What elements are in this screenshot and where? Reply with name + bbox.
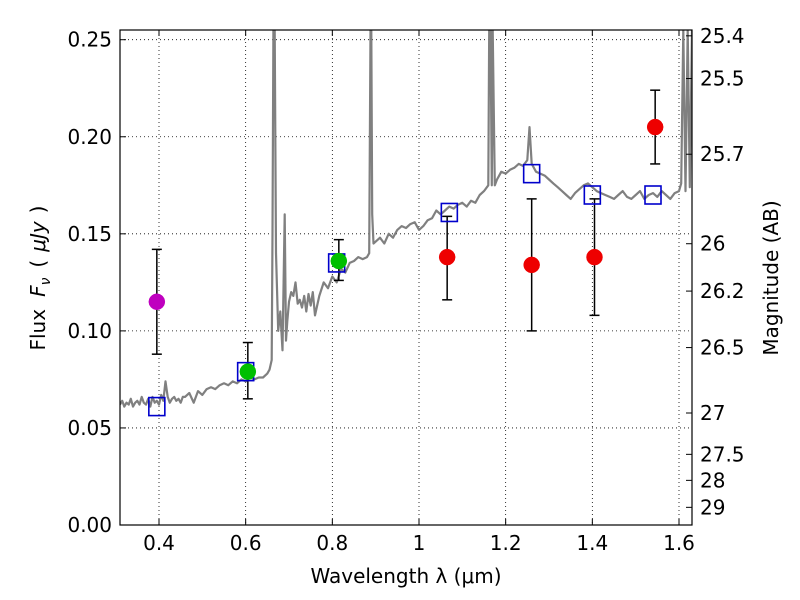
x-tick-label: 0.8 [316,531,348,555]
y-tick-label: 0.05 [67,416,112,440]
observed-point [148,293,166,311]
x-tick-label: 1 [413,531,426,555]
magnitude-tick-label: 28 [700,468,725,492]
magnitude-axis-label: Magnitude (AB) [759,200,783,355]
plot-frame [119,29,693,526]
y-tick-label: 0.15 [67,222,112,246]
x-axis-label: Wavelength λ (μm) [310,564,501,588]
magnitude-tick-label: 29 [700,495,725,519]
magnitude-tick-label: 26 [700,232,725,256]
y-tick-label: 0.20 [67,125,112,149]
x-tick-label: 0.4 [143,531,175,555]
x-tick-label: 1.2 [490,531,522,555]
x-tick-label: 1.6 [663,531,695,555]
observed-point [239,363,257,380]
y-axis-label-close: ) [26,205,50,213]
y-axis-label-symbol: F [26,285,50,297]
x-axis-ticks: 0.4 0.6 0.8 1 1.2 1.4 1.6 [143,30,695,555]
magnitude-tick-label: 26.2 [700,279,745,303]
markers [148,118,664,417]
y-tick-label: 0.10 [67,319,112,343]
y-axis-label-unit: μJy [26,220,50,253]
magnitude-tick-label: 26.5 [700,336,745,360]
spectrum-line [120,30,692,408]
plot-background [120,30,692,525]
observed-point [523,256,540,274]
model-photometry-square [148,396,166,417]
observed-point [330,252,348,270]
magnitude-tick-label: 27.5 [700,442,745,466]
magnitude-tick-label: 27 [700,401,725,425]
observed-point [646,118,664,136]
model-photometry-square [583,185,602,205]
magnitude-tick-label: 25.5 [700,67,745,91]
magnitude-tick-label: 25.4 [700,24,745,48]
spectrum-layer [120,30,692,408]
x-tick-label: 0.6 [230,531,262,555]
y-axis-label-subscript: ν [38,277,54,285]
observed-point [586,248,603,266]
observed-point [438,248,456,266]
y-axis-ticks: 0.00 0.05 0.10 0.15 0.20 0.25 [67,28,126,537]
x-tick-label: 1.4 [576,531,608,555]
magnitude-tick-label: 25.7 [700,142,745,166]
y-axis-label: Flux Fν ( μJy) [26,205,54,350]
y-tick-label: 0.00 [67,513,112,537]
model-photometry-square [440,202,459,223]
grid [120,30,692,525]
y-axis-label-open: ( [26,260,50,268]
magnitude-axis-ticks: 25.4 25.5 25.7 26 26.2 26.5 27 27.528 29 [686,24,745,519]
y-tick-label: 0.25 [67,28,112,52]
model-photometry-square [522,163,541,184]
y-axis-label-flux: Flux [26,309,50,351]
model-photometry-square [644,185,662,205]
